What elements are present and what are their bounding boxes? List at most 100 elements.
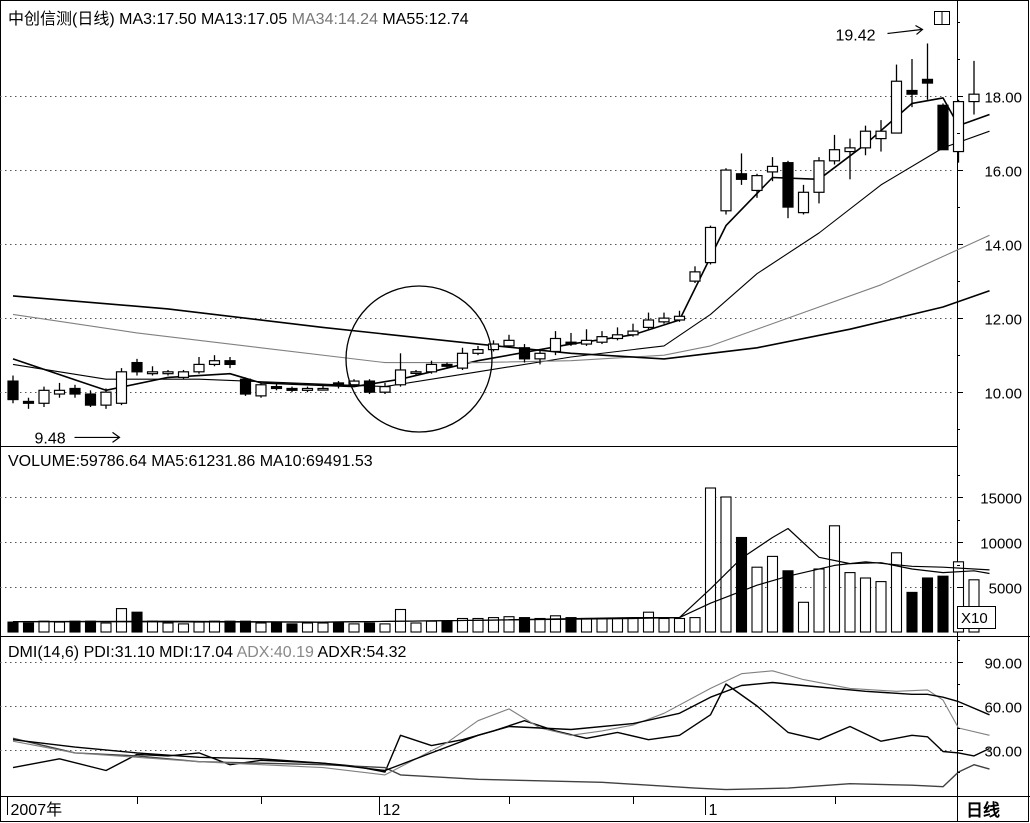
y-tick-label: 30.00 xyxy=(984,744,1022,761)
indicator-label: ADX:40.19 xyxy=(233,644,314,661)
candle-body-up xyxy=(968,93,980,103)
volume-bar-up xyxy=(797,601,810,633)
indicator-label: MA13:17.05 xyxy=(197,11,288,28)
candle-body-up xyxy=(704,226,717,264)
candle-body-up xyxy=(177,371,190,378)
candle xyxy=(766,157,779,182)
candle xyxy=(782,160,794,219)
candle-body-down xyxy=(937,104,949,151)
volume-bar-up xyxy=(875,581,887,633)
volume-bar-up xyxy=(348,623,360,633)
dmi-header: DMI(14,6) PDI:31.10 MDI:17.04 ADX:40.19 … xyxy=(8,644,407,661)
candle xyxy=(38,386,50,407)
candle-body-up xyxy=(472,349,484,354)
candle xyxy=(580,329,593,346)
candle xyxy=(255,382,267,398)
candle-body-up xyxy=(844,147,856,153)
period-button[interactable]: 日线 xyxy=(958,797,1028,821)
volume-bar-down xyxy=(270,622,283,633)
candle xyxy=(472,345,484,356)
volume-bar-down xyxy=(239,620,252,633)
window-restore-button[interactable] xyxy=(934,11,950,25)
candle xyxy=(735,153,748,185)
candle xyxy=(239,377,252,396)
candle-body-up xyxy=(503,339,515,347)
candle-body-up xyxy=(720,169,732,212)
volume-bar-up xyxy=(952,561,965,633)
candle-body-down xyxy=(906,89,918,95)
volume-bar-down xyxy=(782,570,794,633)
candle-body-up xyxy=(642,319,655,328)
price-annotations: 19.42 9.48 xyxy=(35,24,924,447)
volume-bar-down xyxy=(224,620,236,633)
candle xyxy=(503,334,515,348)
candle xyxy=(84,390,97,407)
volume-bar-up xyxy=(766,555,779,633)
volume-bar-down xyxy=(906,591,918,633)
candle-body-up xyxy=(255,384,267,397)
candle-body-up xyxy=(115,371,128,404)
candle-body-down xyxy=(69,387,81,395)
candle xyxy=(952,99,965,163)
candle xyxy=(7,375,19,404)
volume-bar-up xyxy=(720,496,732,633)
candle-body-up xyxy=(379,386,391,393)
volume-axis-ticks: 5000 10000 15000 xyxy=(957,475,1022,611)
price-candles xyxy=(7,43,980,409)
volume-bar-up xyxy=(627,617,639,633)
x-axis: 2007年 12 1 xyxy=(7,797,960,819)
candle xyxy=(425,360,438,374)
candle-body-up xyxy=(425,363,438,373)
candle-body-down xyxy=(921,78,934,84)
candle xyxy=(100,388,112,409)
ma34-line xyxy=(12,234,990,364)
candle xyxy=(53,382,66,398)
candle-body-up xyxy=(162,371,174,375)
candle xyxy=(937,103,949,151)
volume-bar-up xyxy=(704,487,717,633)
candle xyxy=(890,64,903,134)
volume-bar-up xyxy=(596,617,608,633)
volume-bar-up xyxy=(379,623,391,633)
candle-body-up xyxy=(596,336,608,343)
volume-bar-up xyxy=(162,622,174,633)
low-price-arrowhead xyxy=(112,431,121,443)
candle xyxy=(363,379,376,395)
candle-body-up xyxy=(38,389,50,404)
volume-bar-up xyxy=(115,608,128,633)
volume-bar-up xyxy=(208,620,221,633)
volume-bar-down xyxy=(332,622,345,633)
candle-body-up xyxy=(53,389,66,395)
candle xyxy=(286,386,298,393)
high-price-label: 19.42 xyxy=(836,27,876,44)
volume-grid xyxy=(0,497,954,588)
candle xyxy=(394,353,407,387)
candle-body-down xyxy=(22,400,35,404)
candle xyxy=(906,59,918,108)
candle-body-up xyxy=(301,387,314,391)
period-button-label: 日线 xyxy=(966,800,1000,820)
candle-body-down xyxy=(441,363,453,367)
ma55-line xyxy=(12,289,990,360)
dmi-grid xyxy=(0,662,954,751)
high-price-arrowhead xyxy=(915,24,924,35)
volume-bar-down xyxy=(363,622,376,633)
volume-bar-up xyxy=(193,621,205,633)
candle-body-down xyxy=(7,380,19,401)
period-button-bg xyxy=(958,797,1028,821)
volume-bar-down xyxy=(735,536,748,633)
volume-bar-up xyxy=(642,611,655,633)
volume-bar-down xyxy=(7,621,19,633)
candle xyxy=(704,225,717,265)
candle xyxy=(875,120,887,152)
candle xyxy=(813,157,825,204)
candle-body-up xyxy=(673,315,686,321)
candle-body-up xyxy=(797,191,810,214)
candle-body-down xyxy=(735,173,748,180)
x-tick-label: 2007年 xyxy=(11,801,63,819)
candle-body-up xyxy=(348,380,360,386)
volume-bar-up xyxy=(549,615,562,633)
candle-body-up xyxy=(952,100,965,153)
candle-body-down xyxy=(239,378,252,395)
